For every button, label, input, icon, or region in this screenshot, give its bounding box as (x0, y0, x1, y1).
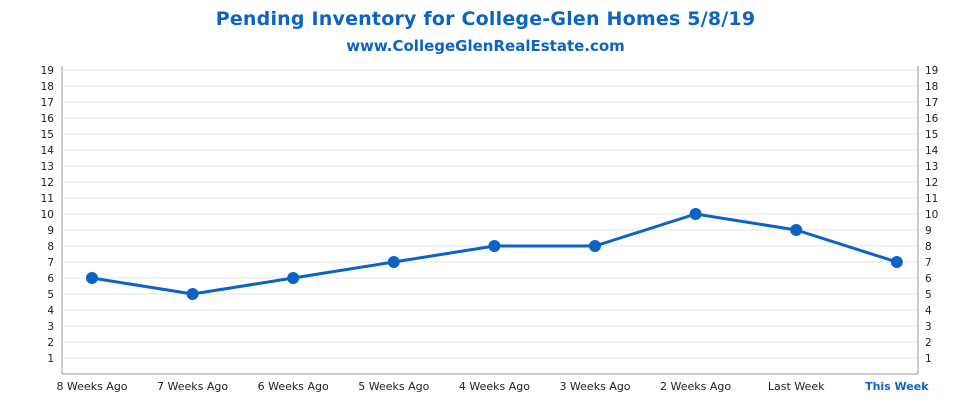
y-tick-label-left: 12 (41, 177, 54, 189)
y-tick-label-right: 10 (925, 209, 938, 221)
y-tick-label-left: 19 (41, 65, 54, 77)
y-tick-label-left: 14 (41, 145, 55, 157)
data-point (186, 288, 199, 300)
x-tick-label: 3 Weeks Ago (559, 380, 630, 393)
x-tick-label: This Week (865, 380, 929, 393)
y-tick-label-left: 6 (47, 273, 54, 285)
x-tick-label: 2 Weeks Ago (660, 380, 731, 393)
y-tick-label-left: 7 (47, 257, 54, 269)
y-tick-label-left: 15 (41, 129, 54, 141)
y-tick-label-right: 17 (925, 97, 938, 109)
data-point (488, 240, 501, 252)
y-tick-label-left: 18 (41, 81, 54, 93)
y-tick-label-left: 16 (41, 113, 55, 125)
y-tick-label-right: 15 (925, 129, 938, 141)
data-point (890, 256, 903, 268)
data-point (589, 240, 601, 252)
data-point (790, 224, 803, 236)
x-tick-label: 7 Weeks Ago (157, 380, 228, 393)
y-tick-label-right: 2 (925, 337, 932, 349)
x-tick-label: 5 Weeks Ago (358, 380, 429, 393)
y-tick-label-right: 6 (925, 273, 932, 285)
y-tick-label-right: 16 (925, 113, 939, 125)
y-tick-label-right: 14 (925, 145, 939, 157)
y-tick-label-left: 4 (47, 305, 54, 317)
x-tick-label: 6 Weeks Ago (258, 380, 329, 393)
y-tick-label-left: 2 (47, 337, 54, 349)
y-tick-label-left: 13 (41, 161, 54, 173)
data-point (689, 208, 702, 220)
y-tick-label-left: 9 (47, 225, 54, 237)
y-tick-label-left: 10 (41, 209, 54, 221)
y-tick-label-left: 3 (47, 321, 54, 333)
x-tick-label: 4 Weeks Ago (459, 380, 530, 393)
y-tick-label-right: 8 (925, 241, 932, 253)
series-line (91, 212, 898, 296)
y-tick-label-right: 3 (925, 321, 932, 333)
y-tick-label-left: 11 (41, 193, 54, 205)
x-tick-label: 8 Weeks Ago (56, 380, 127, 393)
y-tick-label-right: 19 (925, 65, 938, 77)
y-tick-label-right: 9 (925, 225, 932, 237)
y-tick-label-right: 12 (925, 177, 938, 189)
y-tick-label-right: 11 (925, 193, 938, 205)
data-point (86, 272, 98, 284)
y-tick-label-right: 1 (925, 353, 932, 365)
data-point (387, 256, 400, 268)
y-tick-label-right: 7 (925, 257, 932, 269)
y-tick-label-left: 1 (47, 353, 54, 365)
chart-subtitle: www.CollegeGlenRealEstate.com (346, 37, 625, 55)
y-tick-label-left: 5 (47, 289, 54, 301)
y-tick-label-left: 17 (41, 97, 54, 109)
y-tick-label-right: 18 (925, 81, 938, 93)
data-point (287, 272, 300, 284)
chart-title: Pending Inventory for College-Glen Homes… (215, 8, 756, 30)
y-tick-label-right: 4 (925, 305, 932, 317)
y-tick-label-right: 5 (925, 289, 932, 301)
y-tick-label-right: 13 (925, 161, 938, 173)
y-tick-label-left: 8 (47, 241, 54, 253)
x-tick-label: Last Week (768, 380, 825, 393)
